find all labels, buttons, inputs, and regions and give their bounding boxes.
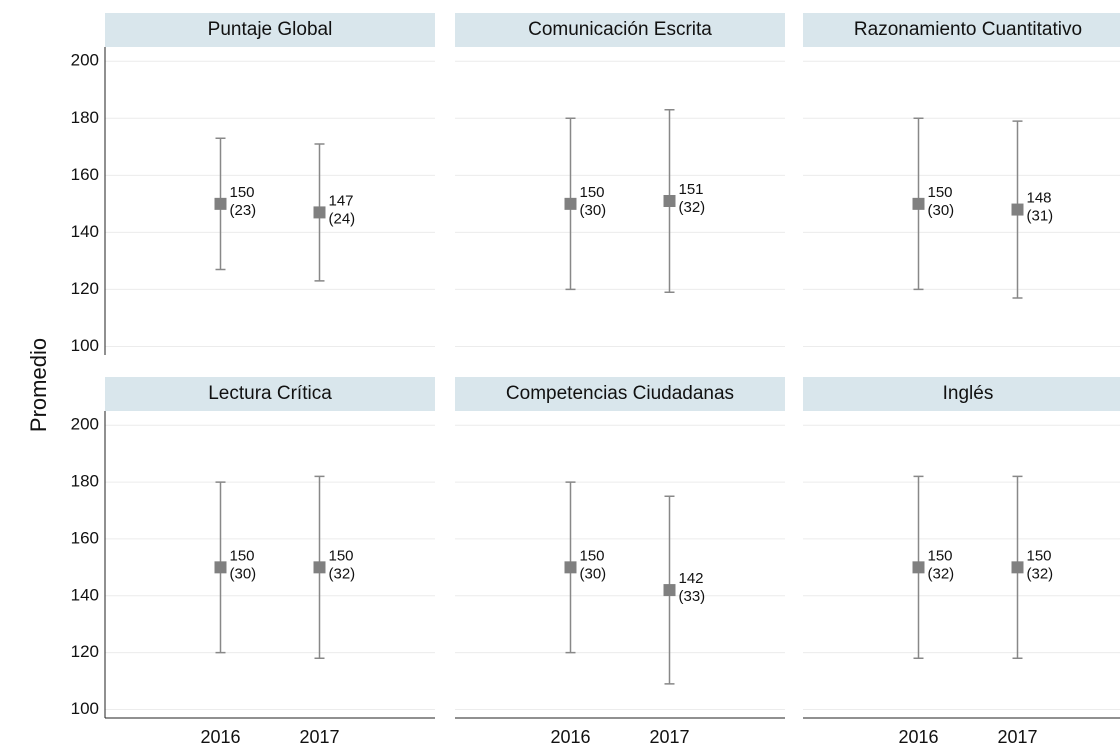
value-label: 150 [230, 184, 255, 201]
panel-title: Competencias Ciudadanas [506, 383, 734, 404]
value-label: 151 [679, 181, 704, 198]
value-label: 148 [1027, 190, 1052, 207]
x-tick-label: 2016 [200, 727, 240, 747]
y-tick-label: 140 [71, 585, 99, 604]
marker [663, 584, 676, 597]
y-tick-label: 160 [71, 165, 99, 184]
x-tick-label: 2016 [550, 727, 590, 747]
y-tick-label: 120 [71, 642, 99, 661]
panel-title: Puntaje Global [208, 19, 333, 40]
y-axis-label: Promedio [26, 338, 51, 432]
marker [313, 561, 326, 574]
strip [455, 377, 785, 411]
error-label: (30) [580, 565, 607, 582]
error-label: (32) [329, 565, 356, 582]
value-label: 150 [580, 184, 605, 201]
y-tick-label: 200 [71, 415, 99, 434]
y-tick-label: 200 [71, 51, 99, 70]
error-label: (30) [580, 202, 607, 219]
y-tick-label: 160 [71, 528, 99, 547]
panel-title: Lectura Crítica [208, 383, 332, 404]
x-tick-label: 2017 [997, 727, 1037, 747]
value-label: 142 [679, 570, 704, 587]
strip [105, 13, 435, 47]
marker [564, 197, 577, 210]
error-label: (32) [679, 199, 706, 216]
value-label: 150 [230, 547, 255, 564]
value-label: 150 [928, 184, 953, 201]
strip [803, 377, 1120, 411]
marker [214, 197, 227, 210]
y-tick-label: 180 [71, 472, 99, 491]
strip [105, 377, 435, 411]
panel-title: Razonamiento Cuantitativo [854, 19, 1082, 40]
y-tick-label: 140 [71, 222, 99, 241]
marker [663, 195, 676, 207]
marker [564, 561, 577, 574]
marker [1011, 203, 1024, 216]
marker [912, 561, 925, 574]
error-label: (31) [1027, 208, 1054, 225]
marker [1011, 561, 1024, 574]
error-label: (30) [928, 202, 955, 219]
y-tick-label: 120 [71, 279, 99, 298]
marker [912, 197, 925, 210]
error-label: (32) [1027, 565, 1054, 582]
y-tick-label: 100 [71, 336, 99, 355]
value-label: 150 [1027, 547, 1052, 564]
error-label: (32) [928, 565, 955, 582]
x-tick-label: 2017 [649, 727, 689, 747]
x-tick-label: 2017 [299, 727, 339, 747]
error-label: (23) [230, 202, 257, 219]
value-label: 150 [329, 547, 354, 564]
panel-title: Inglés [943, 383, 994, 404]
strip [803, 13, 1120, 47]
y-tick-label: 100 [71, 699, 99, 718]
value-label: 150 [580, 547, 605, 564]
marker [214, 561, 227, 574]
value-label: 150 [928, 547, 953, 564]
error-label: (24) [329, 210, 356, 227]
strip [455, 13, 785, 47]
panel-title: Comunicación Escrita [528, 19, 712, 40]
marker [313, 206, 326, 219]
error-label: (33) [679, 588, 706, 605]
y-tick-label: 180 [71, 108, 99, 127]
x-tick-label: 2016 [898, 727, 938, 747]
value-label: 147 [329, 192, 354, 209]
error-label: (30) [230, 565, 257, 582]
